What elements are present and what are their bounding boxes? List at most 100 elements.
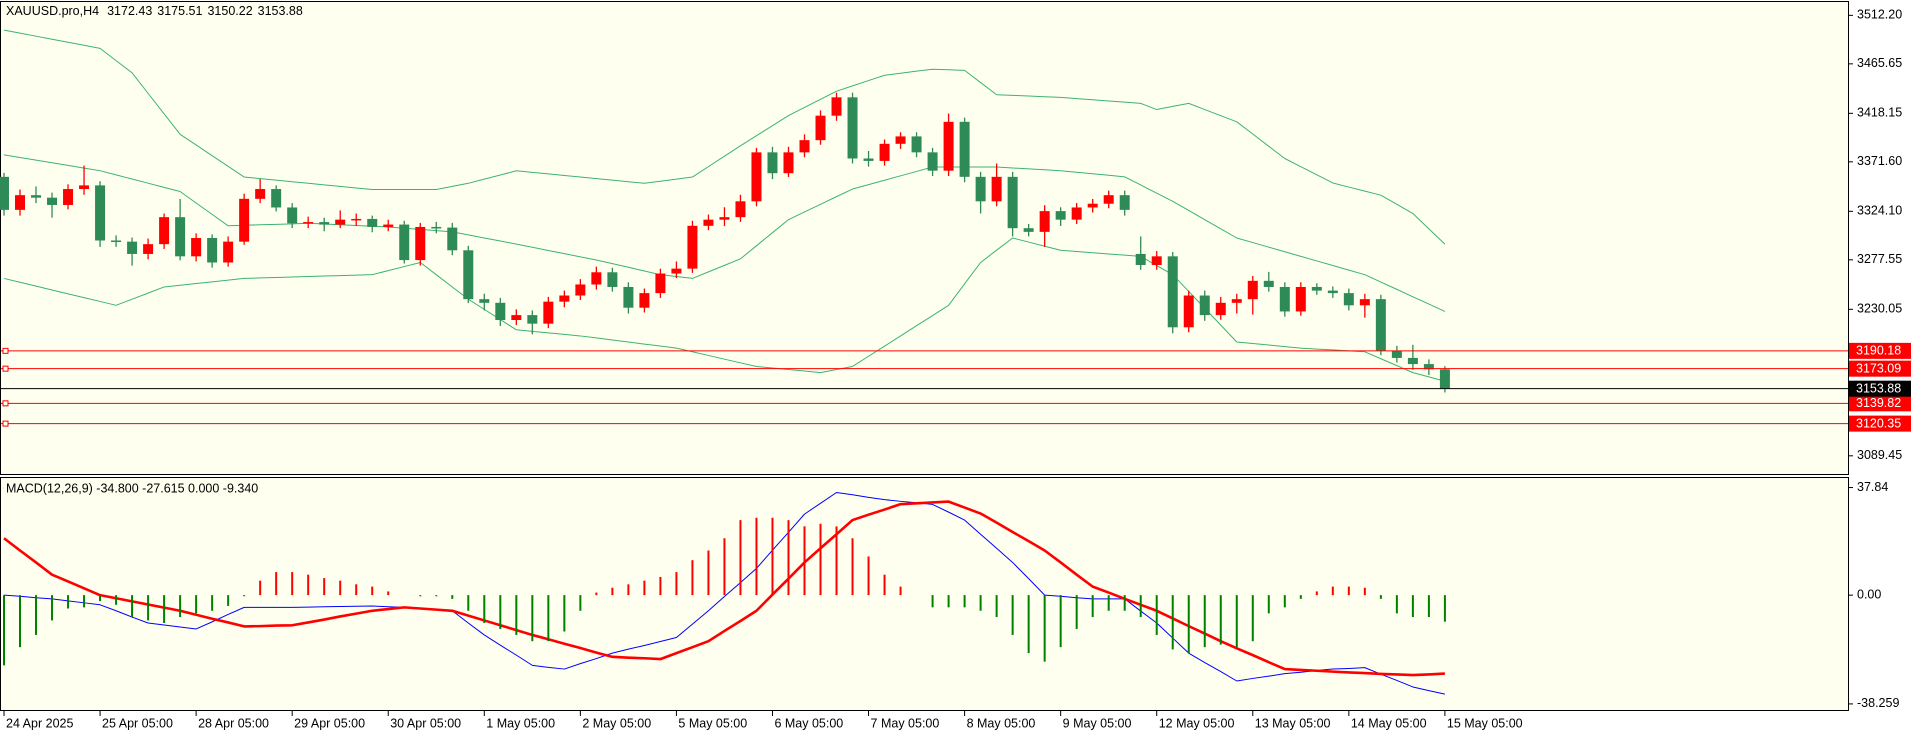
candle-body: [719, 217, 730, 220]
candle-body: [1279, 286, 1290, 312]
x-tick-label: 2 May 05:00: [582, 716, 651, 730]
candle-body: [783, 152, 794, 174]
x-tick-label: 8 May 05:00: [967, 716, 1036, 730]
candle-body: [671, 268, 682, 274]
x-tick-label: 12 May 05:00: [1159, 716, 1235, 730]
candle-body: [1263, 280, 1274, 287]
candle-body: [399, 224, 410, 261]
candle-body: [367, 218, 378, 227]
candle-body: [1311, 286, 1322, 291]
candle-body: [1103, 195, 1114, 204]
candle-body: [1039, 211, 1050, 232]
candle-body: [319, 222, 330, 225]
candle-body: [975, 176, 986, 202]
y-tick-label: 3371.60: [1857, 154, 1902, 168]
candle-body: [159, 217, 170, 245]
level-label-box: [1849, 360, 1911, 377]
candle-body: [1215, 302, 1226, 316]
candle-body: [447, 227, 458, 251]
x-tick-label: 9 May 05:00: [1063, 716, 1132, 730]
level-handle: [2, 347, 9, 354]
candle-body: [575, 284, 586, 296]
candle-body: [335, 219, 346, 225]
candle-body: [623, 286, 634, 308]
price-panel: [0, 1, 1849, 475]
candle-body: [511, 315, 522, 321]
candle-body: [767, 152, 778, 174]
candle-body: [895, 136, 906, 144]
level-handle: [2, 420, 9, 427]
candle-body: [1407, 357, 1418, 365]
candle-body: [1343, 293, 1354, 306]
candle-body: [607, 272, 618, 287]
level-label: 3190.18: [1856, 344, 1901, 358]
candle-body: [239, 198, 250, 242]
candle-body: [1135, 253, 1146, 265]
candle-body: [1007, 176, 1018, 229]
level-label-box: [1849, 342, 1911, 359]
candle-body: [63, 189, 74, 205]
y-tick-label: -38.259: [1857, 696, 1899, 710]
candle-body: [927, 152, 938, 171]
candle-body: [815, 115, 826, 141]
y-tick-label: 3324.10: [1857, 204, 1902, 218]
candle-body: [31, 195, 42, 198]
candle-body: [303, 222, 314, 224]
candle-body: [1359, 299, 1370, 306]
candle-body: [383, 224, 394, 227]
candle-body: [15, 195, 26, 210]
last-low: 3150.22: [207, 4, 252, 18]
y-tick-label: 3089.45: [1857, 448, 1902, 462]
x-tick-label: 14 May 05:00: [1351, 716, 1427, 730]
x-tick-label: 7 May 05:00: [871, 716, 940, 730]
candle-body: [111, 240, 122, 243]
candle-body: [591, 272, 602, 285]
macd-title: MACD(12,26,9) -34.800 -27.615 0.000 -9.3…: [6, 481, 258, 495]
last-open: 3172.43: [107, 4, 152, 18]
candle-body: [639, 293, 650, 308]
candle-body: [431, 226, 442, 229]
candle-body: [943, 121, 954, 171]
candle-body: [559, 295, 570, 302]
y-tick-label: 3230.05: [1857, 302, 1902, 316]
candle-body: [1023, 228, 1034, 232]
candle-body: [207, 238, 218, 263]
candle-body: [1055, 211, 1066, 220]
x-tick-label: 15 May 05:00: [1447, 716, 1523, 730]
y-tick-label: 3418.15: [1857, 106, 1902, 120]
candle-body: [847, 97, 858, 159]
candle-body: [831, 97, 842, 116]
candle-body: [127, 241, 138, 254]
candle-body: [1423, 364, 1434, 370]
candle-body: [1151, 256, 1162, 265]
x-tick-label: 28 Apr 05:00: [198, 716, 269, 730]
candle-body: [463, 250, 474, 300]
bid-label-box: [1849, 380, 1911, 397]
y-tick-label: 3465.65: [1857, 56, 1902, 70]
candle-body: [735, 201, 746, 218]
level-label: 3173.09: [1856, 361, 1901, 375]
level-handle: [2, 365, 9, 372]
candle-body: [95, 185, 106, 241]
candle-body: [191, 238, 202, 257]
candle-body: [991, 176, 1002, 202]
y-tick-label: 37.84: [1857, 480, 1888, 494]
candle-body: [1391, 350, 1402, 358]
y-tick-label: 3277.55: [1857, 252, 1902, 266]
last-close: 3153.88: [258, 4, 303, 18]
indicator-line: [3, 492, 1446, 695]
x-tick-label: 5 May 05:00: [678, 716, 747, 730]
candle-body: [527, 315, 538, 324]
candle-body: [1119, 195, 1130, 210]
candle-body: [959, 121, 970, 177]
level-handle: [2, 400, 9, 407]
candle-body: [495, 302, 506, 321]
candle-body: [543, 301, 554, 324]
candle-body: [1167, 256, 1178, 328]
last-high: 3175.51: [157, 4, 202, 18]
candle-body: [751, 152, 762, 202]
level-label: 3139.82: [1856, 396, 1901, 410]
y-tick-label: 3512.20: [1857, 8, 1902, 22]
